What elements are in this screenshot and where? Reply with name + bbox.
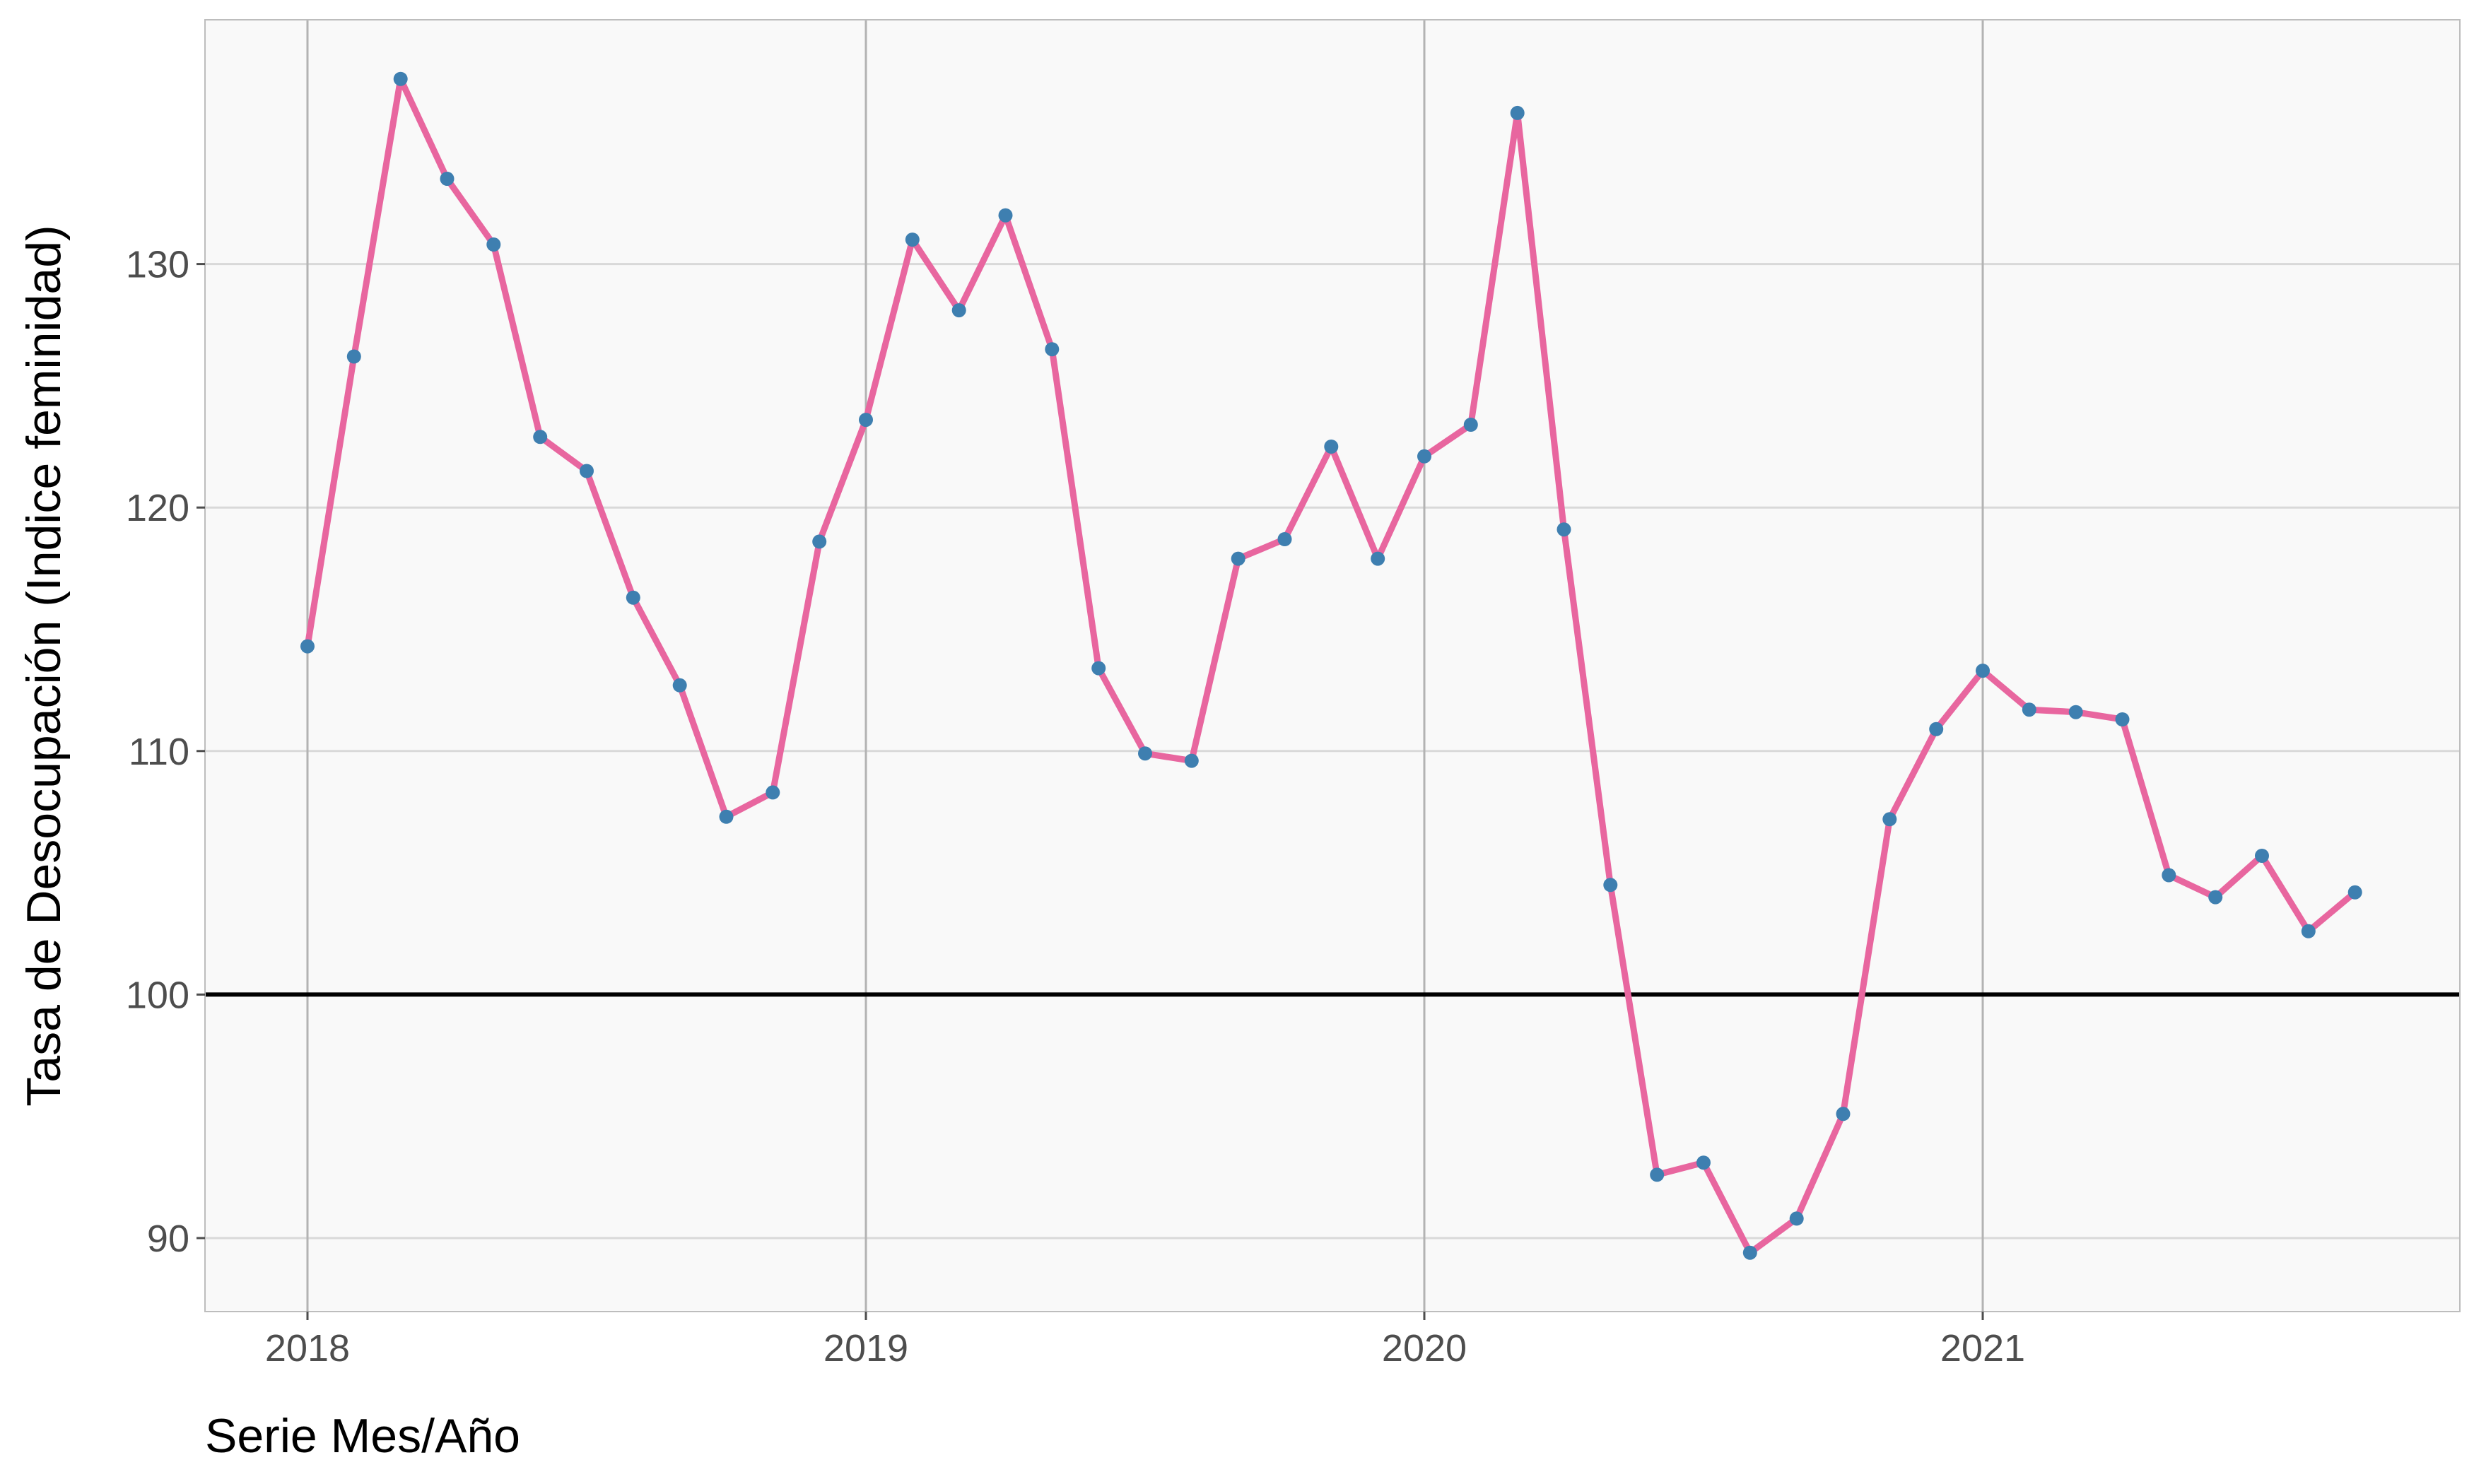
- data-point: [1742, 1245, 1757, 1260]
- data-point: [905, 232, 920, 247]
- x-tick-label: 2021: [1940, 1327, 2025, 1370]
- data-point: [1371, 551, 1385, 566]
- data-point: [1789, 1211, 1804, 1226]
- data-point: [1929, 722, 1944, 736]
- data-point: [440, 172, 455, 186]
- data-point: [812, 534, 827, 549]
- data-point: [2022, 702, 2036, 717]
- data-point: [1231, 551, 1245, 566]
- x-tick-label: 2020: [1382, 1327, 1467, 1370]
- data-point: [533, 430, 548, 444]
- data-point: [1556, 522, 1571, 537]
- data-point: [719, 809, 734, 824]
- data-point: [1277, 532, 1292, 546]
- data-point: [998, 208, 1013, 223]
- data-point: [1603, 878, 1618, 893]
- data-point: [2208, 890, 2223, 905]
- data-point: [672, 678, 687, 693]
- data-point: [1510, 105, 1525, 120]
- plot-panel: [205, 20, 2460, 1312]
- data-points: [300, 71, 2362, 1260]
- data-point: [1184, 753, 1199, 768]
- x-tick-label: 2018: [265, 1327, 350, 1370]
- data-point: [1045, 342, 1060, 357]
- data-point: [346, 349, 361, 364]
- data-point: [766, 785, 780, 800]
- data-point: [951, 303, 966, 318]
- y-tick-label: 90: [147, 1218, 189, 1260]
- data-point: [1976, 664, 1990, 678]
- data-point: [2255, 849, 2269, 863]
- y-tick-label: 110: [129, 731, 189, 773]
- data-point: [1650, 1167, 1665, 1182]
- y-axis: 90 100 110 120 130: [126, 244, 205, 1260]
- data-point: [2115, 712, 2130, 726]
- data-point: [300, 639, 315, 654]
- data-point: [2068, 705, 2083, 719]
- y-tick-label: 100: [126, 974, 189, 1016]
- data-point: [1882, 812, 1897, 827]
- data-point: [1138, 746, 1152, 761]
- x-axis: 2018 2019 2020 2021: [265, 1312, 2025, 1370]
- y-axis-title: Tasa de Desocupación (Indice feminidad): [17, 225, 71, 1106]
- data-point: [393, 71, 408, 86]
- data-point: [2162, 868, 2176, 883]
- data-point: [1836, 1107, 1851, 1121]
- data-point: [859, 413, 873, 428]
- data-point: [1463, 418, 1478, 432]
- data-point: [580, 464, 594, 478]
- plot-panel-border: [204, 19, 2461, 1312]
- data-point: [1696, 1155, 1711, 1170]
- data-point: [2347, 885, 2362, 900]
- data-point: [1417, 449, 1431, 464]
- x-axis-title: Serie Mes/Año: [205, 1409, 520, 1463]
- y-tick-label: 120: [126, 487, 189, 529]
- y-tick-label: 130: [126, 244, 189, 286]
- data-point: [2301, 924, 2316, 938]
- data-point: [1091, 661, 1106, 676]
- data-point: [1324, 440, 1339, 454]
- data-point: [486, 237, 501, 252]
- x-tick-label: 2019: [823, 1327, 908, 1370]
- data-point: [626, 590, 640, 605]
